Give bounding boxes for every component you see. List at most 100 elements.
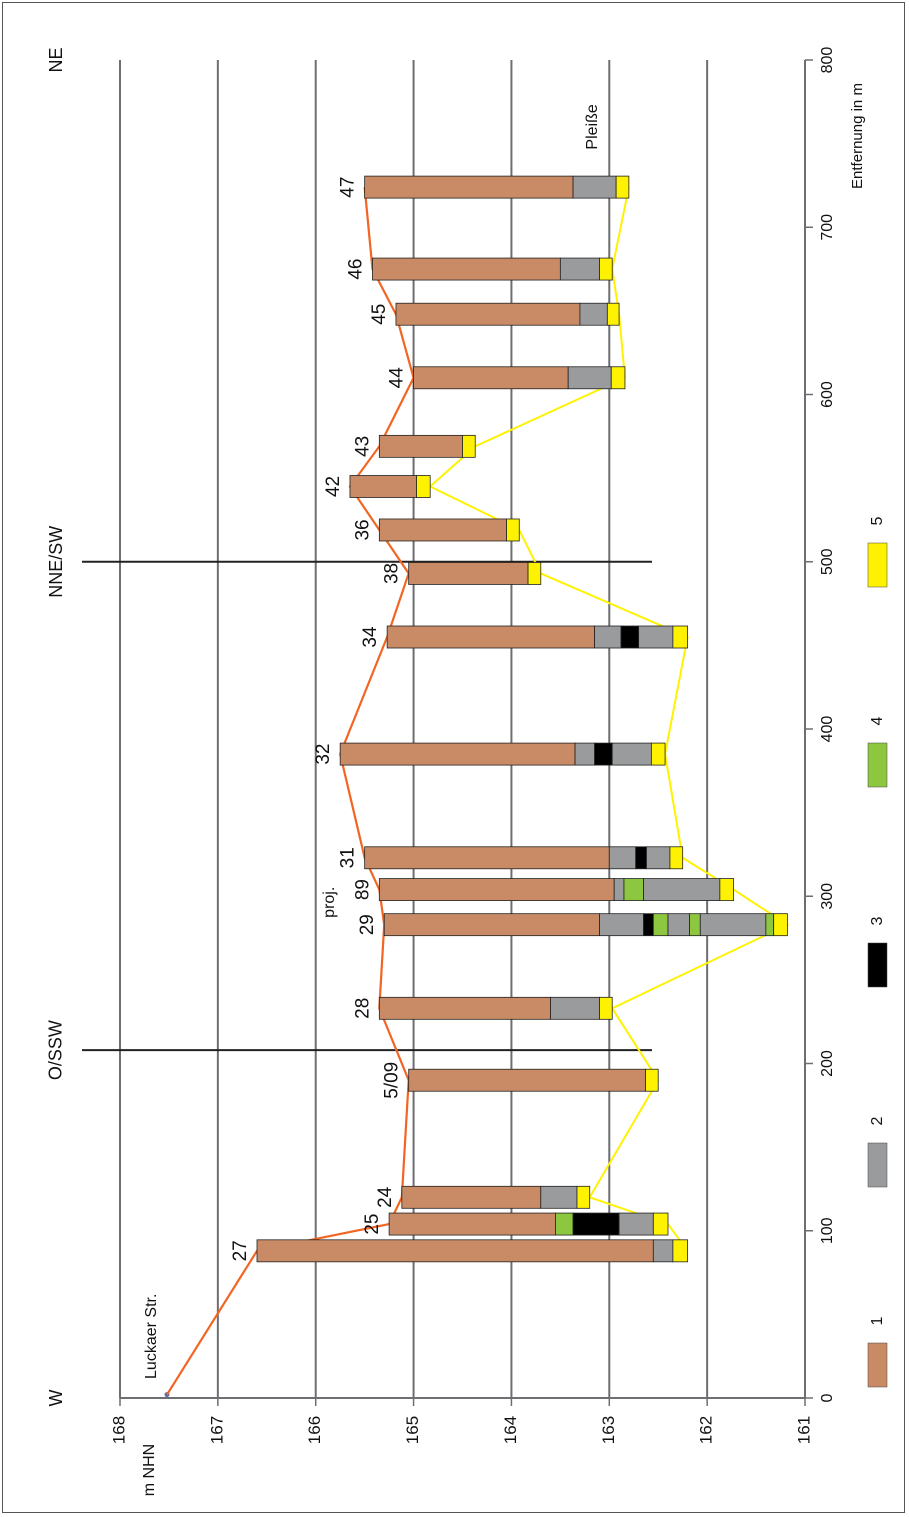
borehole-31-layer-5-type-5 [669, 846, 684, 870]
borehole-47-layer-2-type-2 [572, 175, 617, 199]
borehole-44-layer-1-type-1 [413, 366, 569, 390]
borehole-29-layer-4-type-4 [652, 913, 669, 937]
borehole-44-layer-2-type-2 [567, 366, 612, 390]
borehole-32-layer-5-type-5 [650, 742, 666, 766]
borehole-89-layer-1-type-1 [378, 878, 615, 901]
borehole-29-layer-1-type-1 [383, 913, 600, 937]
elevation-tick-label-168: 168 [109, 1416, 128, 1444]
borehole-label-36: 36 [352, 519, 373, 540]
legend-swatch-5 [867, 542, 888, 588]
borehole-38-layer-1-type-1 [408, 562, 529, 585]
borehole-29-layer-9-type-5 [773, 913, 788, 937]
direction-label-w: W [46, 1390, 66, 1407]
borehole-label-42: 42 [323, 476, 344, 497]
legend-label-4: 4 [869, 716, 886, 725]
distance-tick-label-800: 800 [819, 47, 836, 74]
borehole-label-31: 31 [338, 847, 359, 868]
borehole-31-layer-2-type-2 [608, 846, 637, 870]
borehole-5-09-layer-2-type-5 [645, 1068, 659, 1092]
legend-label-5: 5 [869, 516, 886, 525]
borehole-28-layer-2-type-2 [550, 996, 600, 1020]
borehole-29-layer-3-type-3 [643, 913, 654, 937]
borehole-label-34: 34 [360, 626, 381, 648]
elevation-tick-label-165: 165 [403, 1416, 422, 1444]
elevation-tick-label-166: 166 [305, 1416, 324, 1444]
borehole-label-32: 32 [313, 744, 334, 765]
borehole-34-layer-3-type-3 [620, 625, 640, 649]
distance-tick-label-600: 600 [819, 381, 836, 408]
borehole-45-layer-3-type-5 [606, 302, 620, 326]
borehole-31-layer-4-type-2 [646, 846, 671, 870]
distance-tick-label-400: 400 [819, 716, 836, 743]
borehole-29-layer-5-type-2 [667, 913, 690, 937]
borehole-42-layer-2-type-5 [416, 475, 431, 498]
distance-tick-label-200: 200 [819, 1050, 836, 1077]
distance-axis-title: Entfernung in m [849, 83, 866, 189]
borehole-46-layer-1-type-1 [372, 257, 561, 281]
borehole-89-layer-3-type-4 [623, 878, 644, 901]
elevation-tick-label-167: 167 [207, 1416, 226, 1444]
borehole-25-layer-3-type-3 [572, 1212, 620, 1236]
distance-tick-label-300: 300 [819, 883, 836, 910]
borehole-label-43: 43 [352, 436, 373, 457]
borehole-34-layer-2-type-2 [594, 625, 622, 649]
borehole-25-layer-2-type-4 [555, 1212, 574, 1236]
borehole-89-layer-5-type-5 [719, 878, 734, 901]
distance-tick-label-500: 500 [819, 548, 836, 575]
direction-label-ne: NE [46, 47, 66, 72]
borehole-label-27: 27 [230, 1240, 251, 1261]
distance-tick-label-100: 100 [819, 1217, 836, 1244]
borehole-89-layer-2-type-2 [613, 878, 625, 901]
legend-swatch-4 [867, 742, 888, 788]
legend-swatch-3 [867, 942, 888, 988]
borehole-44-layer-3-type-5 [610, 366, 626, 390]
borehole-label-46: 46 [345, 258, 366, 279]
borehole-31-layer-3-type-3 [635, 846, 647, 870]
legend-swatch-1 [867, 1342, 888, 1388]
borehole-label-24: 24 [375, 1186, 396, 1208]
borehole-32-layer-3-type-3 [594, 742, 613, 766]
borehole-36-layer-2-type-5 [506, 518, 520, 542]
borehole-25-layer-1-type-1 [388, 1212, 556, 1236]
annotation-proj: proj. [321, 887, 338, 918]
borehole-25-layer-4-type-2 [618, 1212, 654, 1236]
borehole-29-layer-8-type-4 [765, 913, 775, 937]
borehole-25-layer-5-type-5 [652, 1212, 669, 1236]
annotation-pleisse: Pleiße [584, 104, 601, 149]
legend-label-1: 1 [869, 1316, 886, 1325]
borehole-24-layer-3-type-5 [576, 1185, 591, 1209]
elevation-tick-label-163: 163 [599, 1416, 618, 1444]
borehole-46-layer-2-type-2 [559, 257, 600, 281]
borehole-32-layer-1-type-1 [339, 742, 576, 766]
borehole-32-layer-4-type-2 [611, 742, 652, 766]
borehole-43-layer-2-type-5 [462, 434, 476, 458]
borehole-28-layer-1-type-1 [378, 996, 551, 1020]
borehole-label-5-09: 5/09 [382, 1062, 403, 1099]
borehole-42-layer-1-type-1 [349, 475, 417, 498]
legend-label-3: 3 [869, 916, 886, 925]
elevation-tick-label-161: 161 [794, 1416, 813, 1444]
elevation-axis-title: m NHN [141, 1444, 158, 1496]
borehole-29-layer-7-type-2 [699, 913, 767, 937]
borehole-32-layer-2-type-2 [574, 742, 596, 766]
distance-tick-label-0: 0 [819, 1393, 836, 1402]
borehole-29-layer-2-type-2 [599, 913, 644, 937]
distance-tick-label-700: 700 [819, 214, 836, 241]
borehole-34-layer-5-type-5 [672, 625, 688, 649]
borehole-label-29: 29 [357, 914, 378, 935]
borehole-29-layer-6-type-4 [689, 913, 701, 937]
borehole-36-layer-1-type-1 [378, 518, 507, 542]
direction-label-ossw: O/SSW [46, 1020, 66, 1080]
borehole-label-44: 44 [387, 367, 408, 389]
borehole-label-28: 28 [352, 998, 373, 1019]
elevation-tick-label-162: 162 [697, 1416, 716, 1444]
borehole-label-45: 45 [369, 304, 390, 325]
borehole-27-layer-2-type-2 [652, 1239, 674, 1263]
borehole-24-layer-1-type-1 [401, 1185, 542, 1209]
annotation-luckaer-str: Luckaer Str. [143, 1294, 160, 1379]
legend-label-2: 2 [869, 1116, 886, 1125]
borehole-34-layer-4-type-2 [638, 625, 674, 649]
direction-label-nnesw: NNE/SW [46, 526, 66, 598]
